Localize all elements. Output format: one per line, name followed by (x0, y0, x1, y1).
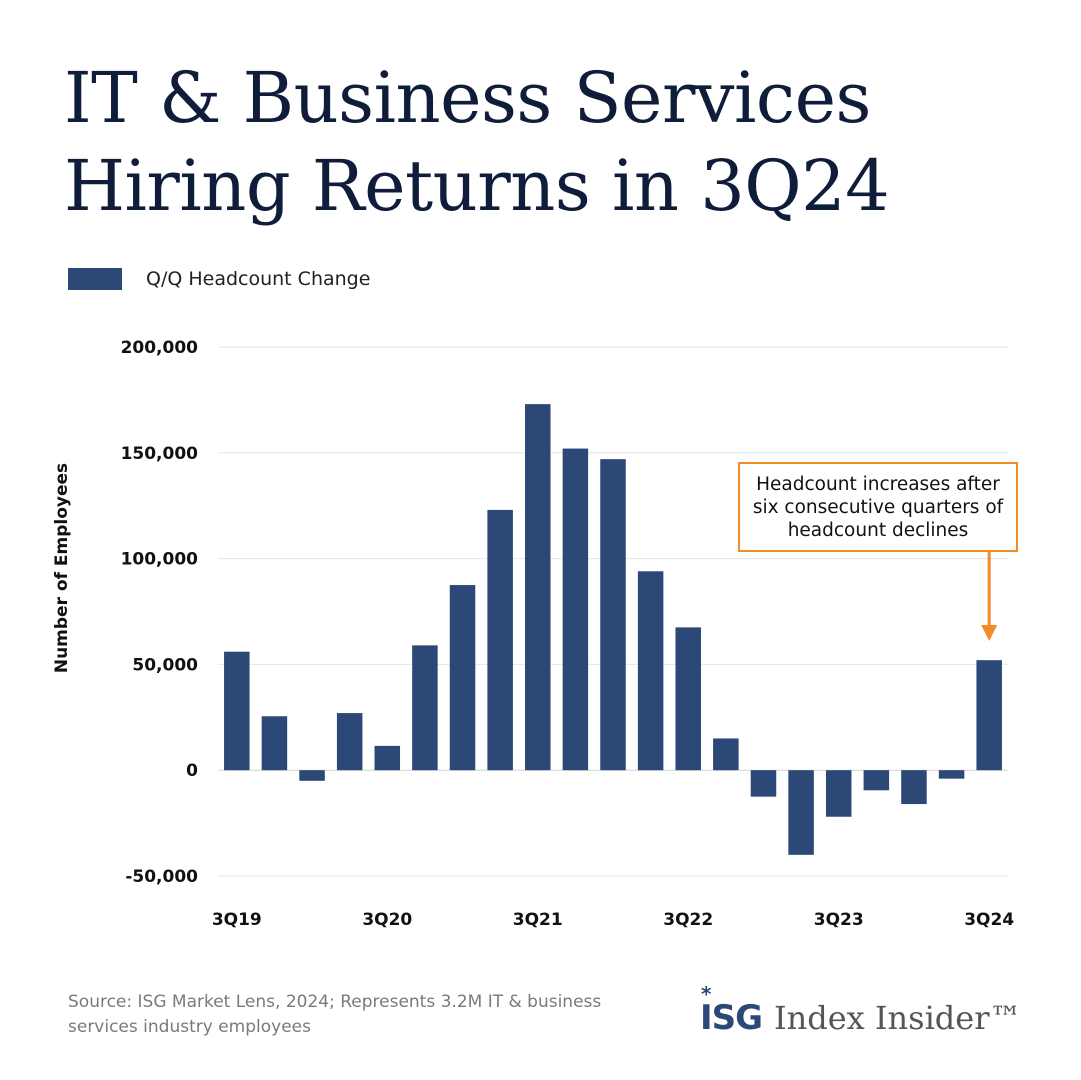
bar (788, 770, 814, 855)
bar (299, 770, 325, 781)
bar (449, 585, 476, 771)
source-note: Source: ISG Market Lens, 2024; Represent… (68, 992, 602, 1037)
y-tick-label: 50,000 (132, 655, 198, 675)
bar (374, 745, 401, 771)
bar (938, 770, 965, 779)
brand-star-icon: * (701, 982, 712, 1006)
bar (525, 404, 551, 771)
x-tick-label: 3Q20 (362, 910, 412, 930)
x-tick-label: 3Q22 (663, 910, 713, 930)
bar (713, 738, 739, 771)
y-tick-label: 100,000 (121, 550, 199, 570)
bar (412, 645, 438, 771)
y-tick-label: 150,000 (121, 444, 199, 464)
annotation-text: Headcount increases after six consecutiv… (752, 473, 1004, 541)
chart-title: IT & Business Services Hiring Returns in… (64, 54, 1024, 230)
brand-logo-text: ISG (700, 998, 763, 1038)
title-line-2: Hiring Returns in 3Q24 (64, 145, 890, 227)
bar-chart: -50,000 0 50,000 100,000 150,000 200,000 Numbe… (52, 338, 1014, 930)
legend-label: Q/Q Headcount Change (146, 268, 371, 290)
bar (600, 459, 626, 771)
bar (637, 571, 664, 771)
brand-name: Index Insider™ (774, 999, 1022, 1037)
bar (261, 716, 288, 771)
annotation-arrow-head (981, 625, 998, 641)
y-tick-label: 0 (186, 761, 198, 781)
y-tick-label: 200,000 (121, 338, 199, 358)
bar (750, 770, 777, 797)
title-line-1: IT & Business Services (64, 57, 871, 139)
bar (863, 770, 890, 791)
bar (224, 651, 250, 771)
x-tick-label: 3Q19 (212, 910, 262, 930)
x-tick-label: 3Q21 (513, 910, 563, 930)
bar (675, 627, 701, 771)
y-tick-label: -50,000 (125, 867, 198, 887)
bar (901, 770, 927, 805)
bar (336, 713, 363, 771)
bar (976, 660, 1002, 771)
bar (487, 509, 513, 771)
x-tick-label: 3Q24 (964, 910, 1014, 930)
y-axis-label: Number of Employees (52, 463, 72, 673)
x-tick-label: 3Q23 (814, 910, 864, 930)
bar (825, 770, 852, 817)
legend-swatch (68, 268, 122, 290)
annotation-callout: Headcount increases after six consecutiv… (738, 462, 1018, 552)
bar (562, 448, 589, 771)
